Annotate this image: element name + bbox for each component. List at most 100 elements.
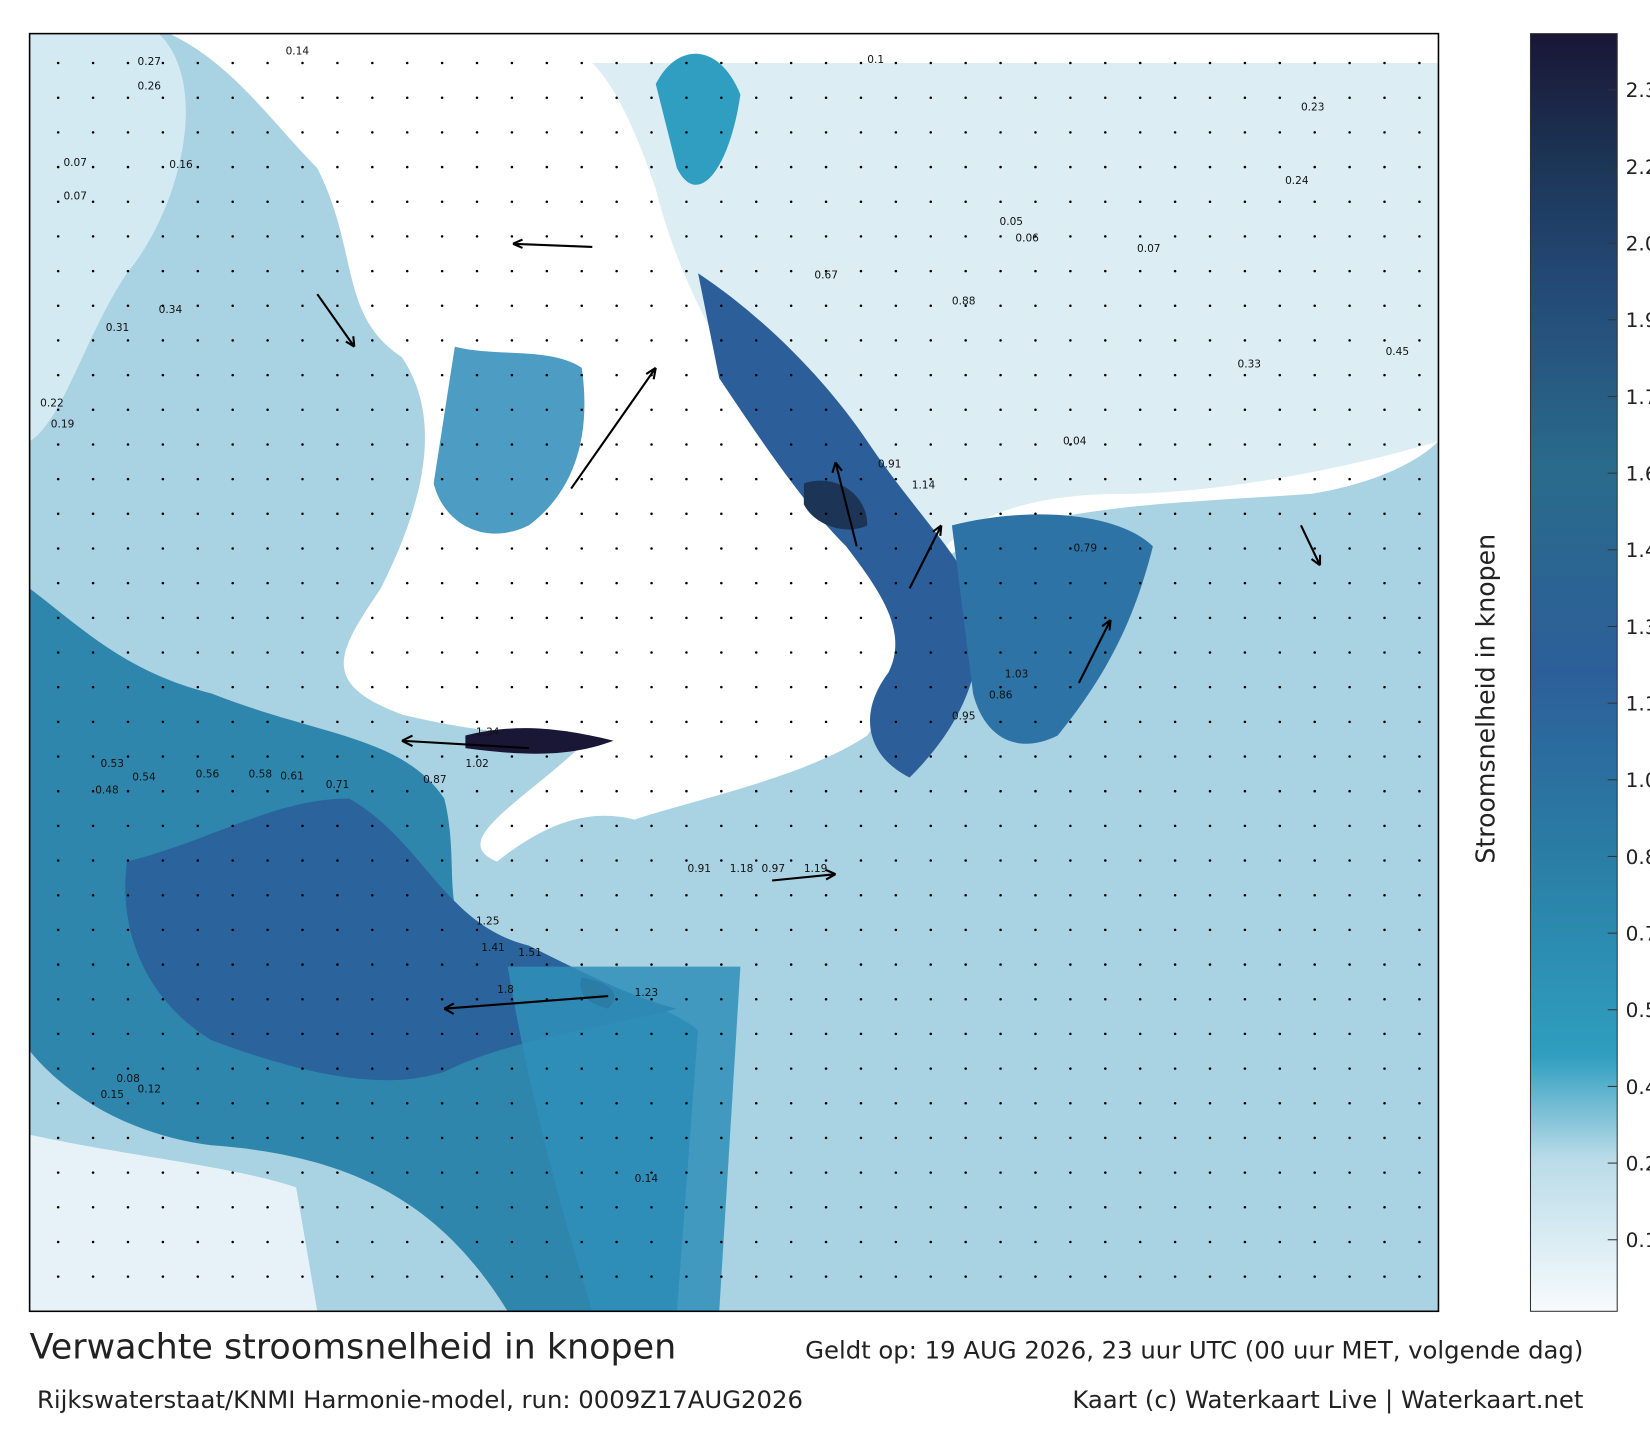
dot [336, 581, 339, 585]
colorbar-tick-label: 0.44 [1626, 1075, 1650, 1099]
dot [56, 1136, 60, 1140]
dot [929, 1102, 933, 1105]
dot [440, 1275, 444, 1278]
dot [196, 1275, 200, 1278]
dot [126, 581, 130, 585]
dot [650, 304, 653, 308]
dot [440, 61, 444, 65]
dot [929, 1240, 933, 1244]
dot [231, 1206, 234, 1209]
dot [1069, 443, 1072, 446]
dot [1138, 200, 1142, 203]
dot [475, 1206, 479, 1209]
dot [475, 997, 479, 1001]
dot [650, 235, 653, 238]
dot [580, 1171, 583, 1174]
dot [1278, 859, 1282, 862]
dot [336, 1067, 339, 1070]
dot [1138, 1171, 1142, 1174]
dot [1418, 1136, 1421, 1140]
dot [301, 61, 304, 65]
dot [1348, 200, 1351, 203]
dot [1104, 96, 1107, 99]
dot [1034, 859, 1037, 862]
dot [999, 373, 1002, 377]
dot [824, 824, 828, 828]
dot [371, 893, 374, 897]
dot [1069, 581, 1072, 585]
dot [510, 443, 514, 446]
dot [56, 408, 60, 412]
dot [999, 963, 1002, 966]
dot [1104, 755, 1107, 758]
dot [510, 685, 514, 689]
colorbar-tick-label: 1.79 [1626, 385, 1650, 409]
dot [1173, 824, 1177, 828]
dot [650, 408, 653, 412]
dot [1418, 824, 1421, 828]
dot [1138, 581, 1142, 585]
dot [545, 616, 549, 620]
dot [371, 685, 374, 689]
dot [894, 720, 898, 724]
dot [475, 373, 479, 377]
dot [1034, 1136, 1037, 1140]
colorbar-tick-label: 1.49 [1626, 538, 1650, 562]
dot [1173, 339, 1177, 342]
dot [1138, 616, 1142, 620]
dot [1208, 131, 1212, 134]
dot [545, 165, 549, 169]
dot [1069, 824, 1072, 828]
dot [615, 997, 618, 1001]
dot [999, 200, 1002, 203]
dot [1418, 339, 1421, 342]
dot [1243, 339, 1247, 342]
dot [720, 581, 723, 585]
dot [929, 200, 933, 203]
dot [301, 1206, 304, 1209]
dot [126, 547, 130, 550]
dot [1313, 165, 1316, 169]
dot [650, 131, 653, 134]
dot [161, 616, 165, 620]
dot [964, 1206, 967, 1209]
dot [1383, 1032, 1386, 1036]
dot [1313, 131, 1316, 134]
speed-label: 0.16 [169, 159, 193, 171]
dot [545, 651, 549, 654]
dot [510, 581, 514, 585]
dot [859, 616, 863, 620]
colorbar-tick-label: 0.14 [1626, 1228, 1650, 1252]
dot [1418, 755, 1421, 758]
colorbar-tick-label: 1.94 [1626, 308, 1650, 332]
dot [1069, 1275, 1072, 1278]
dot [824, 1171, 828, 1174]
dot [1138, 165, 1142, 169]
dot [1243, 165, 1247, 169]
dot [1278, 893, 1282, 897]
dot [580, 443, 583, 446]
dot [1243, 581, 1247, 585]
dot [1138, 963, 1142, 966]
dot [196, 616, 200, 620]
dot [440, 373, 444, 377]
dot [929, 720, 933, 724]
dot [161, 1102, 165, 1105]
dot [231, 512, 234, 516]
dot [1173, 1136, 1177, 1140]
dot [1383, 373, 1386, 377]
dot [789, 963, 793, 966]
dot [615, 547, 618, 550]
dot [650, 928, 653, 932]
dot [196, 1102, 200, 1105]
dot [545, 824, 549, 828]
dot [999, 685, 1002, 689]
dot [929, 685, 933, 689]
dot [685, 685, 688, 689]
dot [405, 651, 409, 654]
dot [266, 581, 269, 585]
dot [371, 547, 374, 550]
dot [1383, 720, 1386, 724]
dot [405, 755, 409, 758]
dot [929, 893, 933, 897]
